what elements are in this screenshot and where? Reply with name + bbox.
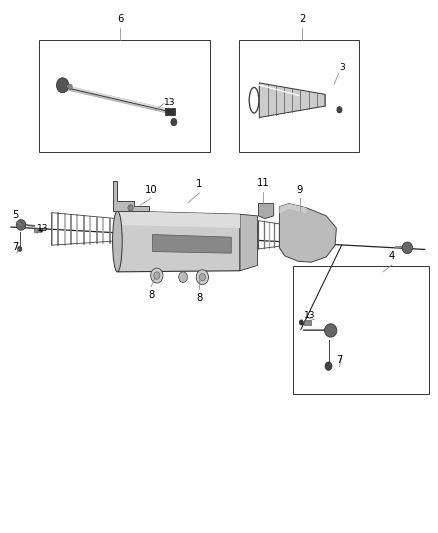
Text: 9: 9 [297, 184, 303, 195]
Polygon shape [279, 204, 307, 213]
Circle shape [179, 272, 187, 282]
Polygon shape [258, 204, 274, 219]
Circle shape [18, 246, 22, 252]
Text: 13: 13 [164, 98, 176, 107]
Polygon shape [279, 204, 336, 262]
Text: 7: 7 [336, 355, 343, 365]
Circle shape [299, 320, 304, 325]
Text: 10: 10 [145, 184, 157, 195]
Circle shape [171, 118, 177, 126]
Bar [239, 40, 359, 152]
Bar [304, 320, 311, 325]
Text: 1: 1 [196, 179, 202, 189]
Bar [165, 108, 175, 115]
Polygon shape [117, 211, 240, 272]
Polygon shape [259, 83, 325, 117]
Text: 2: 2 [299, 14, 305, 24]
Circle shape [154, 272, 160, 279]
Polygon shape [117, 211, 240, 228]
Bar [34, 228, 39, 232]
Polygon shape [152, 235, 231, 253]
Circle shape [57, 78, 69, 93]
Bar [39, 40, 210, 152]
Ellipse shape [16, 220, 26, 230]
Polygon shape [240, 214, 258, 271]
Circle shape [199, 273, 205, 281]
Text: 4: 4 [389, 251, 395, 261]
Ellipse shape [113, 211, 122, 272]
Circle shape [68, 84, 72, 90]
Text: 11: 11 [256, 177, 269, 188]
Circle shape [325, 362, 332, 370]
Text: 6: 6 [117, 14, 124, 24]
Circle shape [196, 270, 208, 285]
Circle shape [39, 228, 43, 232]
Circle shape [337, 107, 342, 113]
Text: 5: 5 [12, 210, 18, 220]
Text: 8: 8 [148, 290, 154, 301]
Text: 3: 3 [339, 63, 345, 72]
Circle shape [151, 268, 163, 283]
Text: 7: 7 [12, 241, 18, 252]
Ellipse shape [325, 324, 337, 337]
Ellipse shape [402, 242, 413, 254]
Circle shape [128, 205, 133, 211]
Text: 13: 13 [304, 311, 316, 320]
Text: 8: 8 [196, 293, 202, 303]
Text: 13: 13 [37, 224, 49, 232]
Polygon shape [113, 181, 149, 211]
Bar [293, 266, 429, 394]
